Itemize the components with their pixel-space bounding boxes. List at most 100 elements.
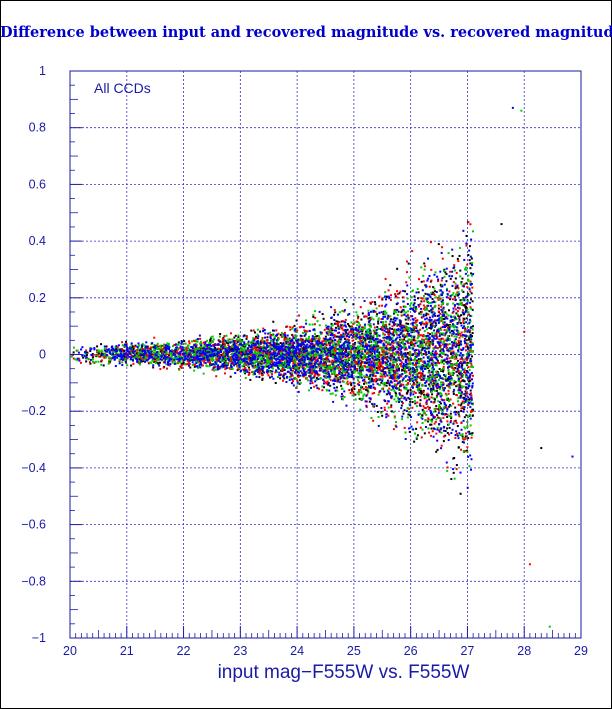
scatter-point (146, 345, 149, 348)
scatter-point (155, 345, 158, 348)
scatter-point (423, 268, 426, 271)
scatter-point (162, 344, 165, 347)
scatter-point (314, 361, 317, 364)
scatter-point (381, 298, 384, 301)
scatter-point (224, 358, 227, 361)
scatter-point (287, 338, 290, 341)
scatter-point (422, 393, 425, 396)
scatter-point (389, 392, 392, 395)
scatter-point (387, 414, 390, 417)
scatter-point (364, 350, 367, 353)
scatter-point (469, 400, 472, 403)
scatter-point (358, 390, 361, 393)
scatter-point (417, 291, 420, 294)
scatter-point (335, 374, 338, 377)
scatter-point (113, 350, 116, 353)
scatter-point (429, 364, 432, 367)
scatter-point (269, 334, 272, 337)
scatter-point (425, 393, 428, 396)
scatter-point (460, 386, 463, 389)
scatter-point (409, 304, 412, 307)
scatter-point (407, 262, 410, 265)
scatter-point (194, 350, 197, 353)
scatter-point (406, 330, 409, 333)
scatter-point (125, 354, 128, 357)
scatter-point (406, 260, 409, 263)
scatter-point (283, 364, 286, 367)
scatter-point (124, 344, 127, 347)
scatter-point (341, 323, 344, 326)
scatter-point (413, 295, 416, 298)
scatter-point (407, 407, 410, 410)
scatter-point (254, 364, 257, 367)
scatter-point (357, 317, 360, 320)
scatter-point (422, 333, 425, 336)
scatter-point (436, 414, 439, 417)
scatter-point (360, 343, 363, 346)
scatter-point (434, 389, 437, 392)
scatter-point (407, 353, 410, 356)
scatter-point (329, 392, 332, 395)
scatter-point (291, 370, 294, 373)
scatter-point (329, 368, 332, 371)
scatter-point (420, 378, 423, 381)
scatter-point (422, 335, 425, 338)
scatter-point (320, 364, 323, 367)
scatter-point (303, 339, 306, 342)
scatter-point (171, 361, 174, 364)
scatter-point (296, 341, 299, 344)
scatter-point (398, 330, 401, 333)
scatter-point (294, 361, 297, 364)
scatter-point (434, 322, 437, 325)
scatter-point (157, 362, 160, 365)
scatter-point (419, 310, 422, 313)
scatter-point (318, 365, 321, 368)
scatter-point (366, 393, 369, 396)
scatter-point (397, 358, 400, 361)
scatter-point (409, 391, 412, 394)
scatter-point (405, 329, 408, 332)
scatter-point (469, 306, 472, 309)
scatter-point (372, 318, 375, 321)
scatter-point (452, 343, 455, 346)
scatter-point (435, 405, 438, 408)
scatter-point (355, 361, 358, 364)
scatter-point (348, 352, 351, 355)
scatter-point (228, 338, 231, 341)
scatter-point (439, 353, 442, 356)
scatter-point (467, 335, 470, 338)
scatter-point (169, 352, 172, 355)
scatter-point (100, 359, 103, 362)
scatter-point (373, 348, 376, 351)
scatter-point (466, 399, 469, 402)
scatter-point (372, 419, 375, 422)
scatter-point (297, 362, 300, 365)
scatter-point (117, 349, 120, 352)
scatter-point (411, 344, 414, 347)
scatter-point (281, 350, 284, 353)
scatter-point (460, 407, 463, 410)
scatter-point (195, 347, 198, 350)
scatter-point (442, 362, 445, 365)
scatter-point (374, 330, 377, 333)
scatter-point (420, 368, 423, 371)
scatter-point (420, 352, 423, 355)
scatter-point (194, 353, 197, 356)
scatter-point (428, 431, 431, 434)
scatter-point (368, 376, 371, 379)
scatter-point (376, 410, 379, 413)
scatter-point (127, 352, 130, 355)
scatter-point (340, 375, 343, 378)
scatter-point (467, 346, 470, 349)
scatter-point (238, 367, 241, 370)
scatter-point (428, 344, 431, 347)
scatter-point (374, 356, 377, 359)
scatter-point (420, 313, 423, 316)
scatter-point (421, 342, 424, 345)
scatter-point (417, 376, 420, 379)
scatter-point (471, 403, 474, 406)
scatter-point (445, 280, 448, 283)
scatter-point (404, 318, 407, 321)
scatter-point (428, 310, 431, 313)
scatter-point (421, 340, 424, 343)
